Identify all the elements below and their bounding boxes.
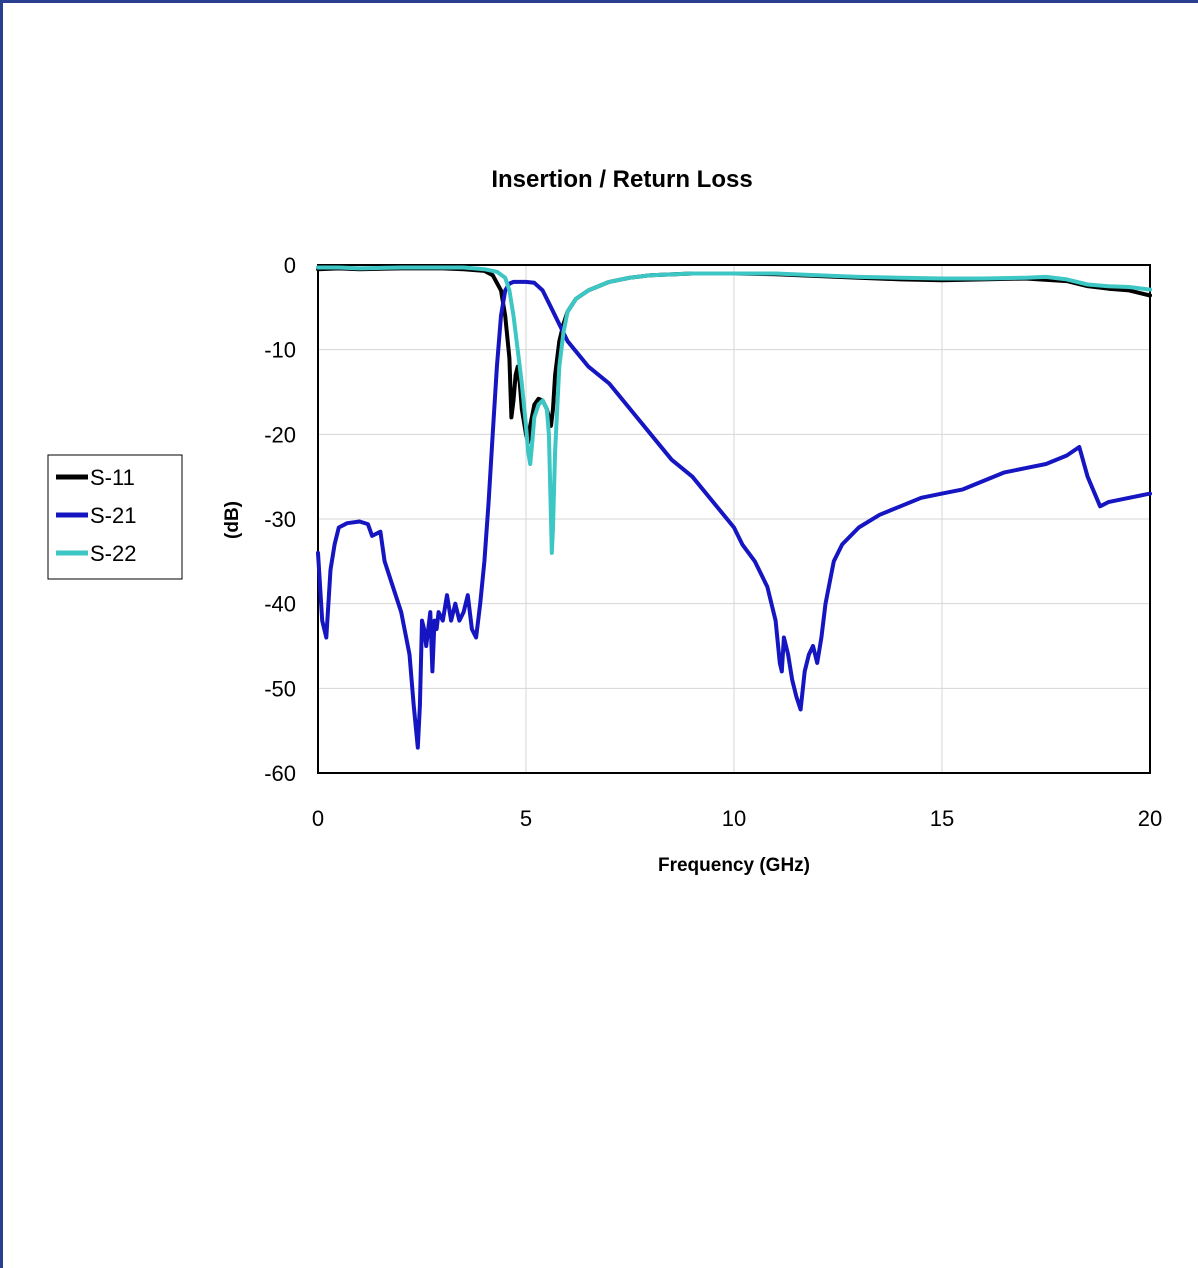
y-tick-label: -30 <box>264 507 296 532</box>
x-tick-label: 5 <box>520 806 532 831</box>
legend-label: S-21 <box>90 503 136 528</box>
tick-labels: 0 -10 -20 -30 -40 -50 -60 0 5 10 15 20 <box>264 253 1162 831</box>
x-tick-label: 10 <box>722 806 746 831</box>
x-tick-label: 0 <box>312 806 324 831</box>
y-tick-label: -20 <box>264 422 296 447</box>
y-tick-label: -40 <box>264 592 296 617</box>
y-tick-label: -10 <box>264 338 296 363</box>
chart-title: Insertion / Return Loss <box>491 166 752 193</box>
x-tick-label: 15 <box>930 806 954 831</box>
series-line-s-22 <box>316 265 1152 555</box>
legend: S-11 S-21 S-22 <box>47 454 183 580</box>
x-axis-title: Frequency (GHz) <box>658 855 810 876</box>
y-tick-label: -50 <box>264 676 296 701</box>
x-tick-label: 20 <box>1138 806 1162 831</box>
series-line-s-21 <box>316 279 1152 750</box>
plot-area <box>317 264 1151 774</box>
y-axis-title: (dB) <box>222 501 243 539</box>
grid <box>318 265 1150 773</box>
series-layer <box>316 265 1152 750</box>
y-tick-label: 0 <box>284 253 296 278</box>
legend-label: S-22 <box>90 541 136 566</box>
legend-label: S-11 <box>90 465 135 490</box>
y-tick-label: -60 <box>264 761 296 786</box>
